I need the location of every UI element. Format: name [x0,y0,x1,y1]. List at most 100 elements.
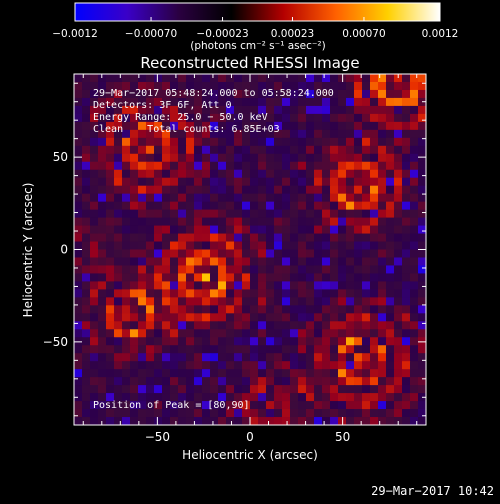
heatmap-cell [346,201,355,211]
heatmap-cell [370,105,379,115]
heatmap-cell [378,129,387,139]
heatmap-cell [418,329,427,338]
heatmap-cell [418,417,427,426]
heatmap-cell [90,353,99,362]
heatmap-cell [130,105,139,115]
heatmap-cell [258,185,267,195]
heatmap-cell [386,321,395,330]
heatmap-cell [130,74,139,83]
heatmap-cell [74,401,83,410]
heatmap-cell [282,217,291,226]
heatmap-cell [218,409,227,418]
heatmap-cell [74,193,83,203]
heatmap-cell [298,377,307,386]
heatmap-cell [234,337,243,346]
heatmap-cell [338,337,347,346]
heatmap-cell [290,329,299,338]
heatmap-cell [194,177,203,187]
heatmap-cell [322,185,331,195]
heatmap-cell [274,105,283,115]
heatmap-cell [170,217,179,226]
heatmap-cell [250,193,259,203]
heatmap-cell [98,345,107,354]
heatmap-cell [298,177,307,187]
heatmap-cell [378,74,387,83]
heatmap-cell [234,257,243,266]
heatmap-cell [234,241,243,250]
heatmap-cell [258,417,267,426]
heatmap-cell [258,377,267,386]
heatmap-cell [82,209,91,218]
heatmap-cell [98,145,107,155]
heatmap-cell [410,185,419,195]
heatmap-cell [322,385,331,394]
heatmap-cell [146,129,155,139]
heatmap-cell [74,201,83,211]
heatmap-cell [138,201,147,211]
heatmap-cell [338,297,347,306]
heatmap-cell [410,369,419,378]
heatmap-cell [130,401,139,410]
heatmap-cell [298,185,307,195]
heatmap-cell [170,201,179,211]
heatmap-cell [402,81,411,91]
heatmap-cell [346,81,355,91]
heatmap-cell [194,361,203,370]
heatmap-cell [402,417,411,426]
heatmap-cell [98,129,107,139]
heatmap-cell [186,273,195,282]
heatmap-cell [354,185,363,195]
heatmap-cell [202,137,211,147]
heatmap-cell [106,177,115,187]
heatmap-cell [266,113,275,123]
heatmap-cell [418,385,427,394]
heatmap-cell [162,177,171,187]
heatmap-cell [226,89,235,99]
heatmap-cell [402,121,411,131]
heatmap-cell [314,281,323,290]
heatmap-cell [362,153,371,163]
heatmap-cell [290,297,299,306]
heatmap-cell [130,81,139,91]
heatmap-cell [234,385,243,394]
heatmap-cell [290,193,299,203]
heatmap-cell [122,185,131,195]
heatmap-cell [130,377,139,386]
heatmap-cell [410,249,419,258]
heatmap-cell [314,289,323,298]
heatmap-cell [258,289,267,298]
heatmap-cell [178,417,187,426]
heatmap-cell [266,409,275,418]
heatmap-cell [218,385,227,394]
heatmap-cell [330,409,339,418]
heatmap-cell [146,289,155,298]
heatmap-cell [354,377,363,386]
heatmap-cell [330,241,339,250]
heatmap-cell [242,217,251,226]
heatmap-cell [98,337,107,346]
heatmap-cell [258,353,267,362]
colorbar [74,2,441,22]
heatmap-cell [218,185,227,195]
heatmap-cell [410,241,419,250]
heatmap-cell [170,401,179,410]
heatmap-cell [402,137,411,147]
heatmap-cell [266,193,275,203]
heatmap-cell [90,113,99,123]
heatmap-cell [386,81,395,91]
heatmap-cell [138,169,147,179]
heatmap-cell [362,225,371,234]
heatmap-cell [74,265,83,274]
heatmap-cell [242,265,251,274]
heatmap-cell [226,409,235,418]
heatmap-cell [394,137,403,147]
heatmap-cell [298,297,307,306]
heatmap-cell [402,369,411,378]
heatmap-cell [346,89,355,99]
heatmap-cell [226,345,235,354]
heatmap-cell [290,137,299,147]
heatmap-cell [210,185,219,195]
heatmap-cell [274,113,283,123]
heatmap-cell [154,337,163,346]
heatmap-cell [314,169,323,179]
